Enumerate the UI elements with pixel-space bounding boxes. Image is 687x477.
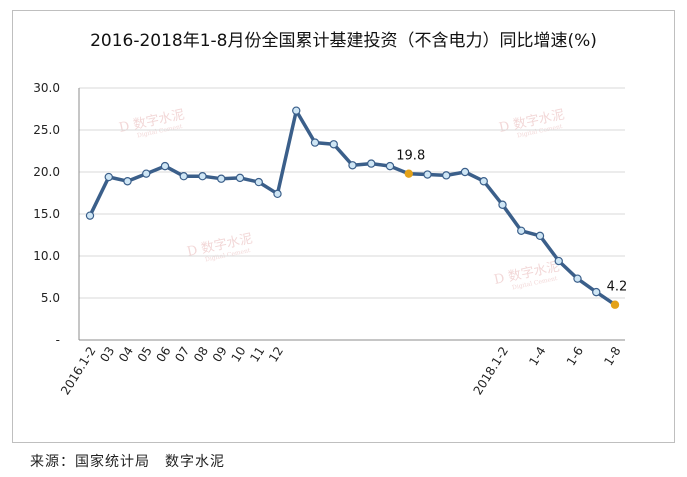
y-tick-label: -: [56, 333, 60, 347]
data-point: [573, 274, 582, 283]
data-point: [535, 231, 545, 241]
data-point: [142, 169, 151, 178]
source-note: 来源：国家统计局 数字水泥: [30, 454, 225, 470]
data-point: [498, 200, 507, 209]
data-point: [460, 167, 470, 177]
data-point: [310, 138, 320, 147]
x-tick-label: 11: [247, 344, 267, 364]
x-tick-label: 2018.1-2: [471, 344, 511, 397]
y-tick-label: 30.0: [33, 81, 60, 95]
data-point: [179, 171, 188, 181]
data-point: [292, 106, 301, 115]
highlight-point: [610, 300, 620, 309]
data-label: 19.8: [396, 149, 425, 164]
x-tick-label: 05: [135, 344, 155, 364]
y-tick-label: 15.0: [33, 207, 60, 221]
data-label: 4.2: [607, 280, 628, 295]
x-tick-label: 04: [116, 344, 136, 364]
x-tick-label: 10: [229, 344, 249, 364]
data-point: [592, 287, 601, 297]
data-point: [385, 161, 395, 171]
highlight-point: [404, 169, 413, 178]
x-tick-label: 12: [266, 344, 286, 364]
x-tick-label: 1-8: [601, 344, 623, 368]
data-point: [329, 140, 338, 149]
x-tick-label: 03: [97, 344, 117, 364]
x-tick-label: 1-4: [526, 344, 548, 368]
y-tick-label: 5.0: [41, 291, 60, 305]
data-point: [479, 177, 488, 186]
x-tick-label: 08: [191, 344, 211, 364]
y-tick-label: 10.0: [33, 249, 60, 263]
data-point: [254, 177, 263, 187]
x-tick-label: 2016.1-2: [58, 344, 98, 397]
y-tick-label: 25.0: [33, 123, 60, 137]
data-point: [217, 174, 226, 183]
data-point: [442, 171, 451, 180]
chart-frame: [12, 10, 675, 443]
data-point: [160, 161, 170, 171]
data-point: [104, 172, 113, 182]
chart-title: 2016-2018年1-8月份全国累计基建投资（不含电力）同比增速(%): [90, 31, 597, 51]
x-tick-label: 09: [210, 344, 230, 364]
data-point: [273, 189, 282, 199]
data-point: [235, 173, 245, 183]
data-point: [554, 256, 563, 266]
data-point: [85, 211, 95, 220]
data-point: [367, 159, 376, 168]
data-point: [423, 170, 432, 179]
data-point: [348, 161, 357, 170]
data-point: [198, 171, 207, 181]
x-tick-label: 1-6: [564, 344, 586, 368]
x-tick-label: 06: [154, 344, 174, 364]
data-point: [123, 177, 132, 186]
y-tick-label: 20.0: [33, 165, 60, 179]
x-tick-label: 07: [172, 344, 192, 364]
data-point: [517, 226, 526, 235]
